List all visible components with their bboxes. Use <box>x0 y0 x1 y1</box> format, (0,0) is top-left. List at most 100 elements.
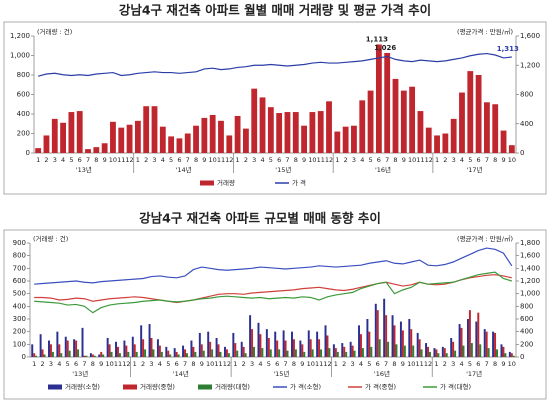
x-tick-label: 2 <box>342 360 346 368</box>
chart-frame <box>3 21 547 195</box>
x-tick-label: 4 <box>360 156 364 164</box>
bar <box>93 147 100 153</box>
y-tick-label: 0 <box>22 353 26 361</box>
x-tick-label: 3 <box>49 360 53 368</box>
bar <box>433 348 436 357</box>
bar <box>351 345 354 357</box>
bar <box>176 138 183 153</box>
x-tick-label: 5 <box>66 360 70 368</box>
bar <box>358 325 361 357</box>
bar <box>500 344 503 357</box>
x-group-label: '14년 <box>173 369 189 378</box>
y-tick-label: 300 <box>13 315 26 323</box>
bar <box>485 331 488 357</box>
bar <box>118 127 125 153</box>
bar <box>243 128 249 153</box>
bar <box>420 349 423 357</box>
bar <box>510 353 513 357</box>
x-tick-label: 4 <box>260 156 264 164</box>
data-label: 1,313 <box>497 45 519 53</box>
x-tick-label: 8 <box>493 156 497 164</box>
bar <box>341 343 344 357</box>
bar <box>200 344 203 357</box>
x-tick-label: 9 <box>200 360 204 368</box>
bar <box>318 339 321 357</box>
x-tick-label: 1 <box>133 360 137 368</box>
bar <box>269 349 272 357</box>
bar <box>182 345 185 357</box>
x-tick-label: 7 <box>82 360 86 368</box>
bar <box>68 112 75 153</box>
x-tick-label: 11 <box>416 156 424 164</box>
y-tick-label: 1,200 <box>10 32 30 40</box>
bar <box>459 92 465 153</box>
bar <box>117 346 119 357</box>
y2-tick-label: 400 <box>520 328 533 336</box>
x-tick-label: 3 <box>452 156 456 164</box>
bar <box>484 102 490 153</box>
bar <box>399 321 402 357</box>
bar <box>60 122 66 153</box>
x-tick-label: 4 <box>459 360 463 368</box>
bar <box>259 97 266 153</box>
y-tick-label: 700 <box>13 264 26 272</box>
bar <box>76 111 83 153</box>
bar <box>175 351 178 357</box>
bar <box>209 114 216 153</box>
x-tick-label: 12 <box>122 360 130 368</box>
bar <box>91 354 94 357</box>
bar <box>328 348 331 357</box>
bar <box>282 330 285 357</box>
bar <box>158 345 161 357</box>
x-tick-label: 8 <box>194 156 198 164</box>
bar <box>131 336 134 357</box>
x-tick-label: 8 <box>94 156 98 164</box>
y2-tick-label: 1,000 <box>520 290 540 298</box>
bar <box>251 329 254 357</box>
x-tick-label: 6 <box>177 156 181 164</box>
y-tick-label: 100 <box>13 340 26 348</box>
y-tick-label: 200 <box>17 130 30 138</box>
x-tick-label: 10 <box>307 360 315 368</box>
bar <box>152 349 155 357</box>
x-tick-label: 6 <box>175 360 179 368</box>
bar <box>392 78 399 153</box>
x-tick-label: 11 <box>415 360 423 368</box>
bar <box>190 340 193 357</box>
bar <box>244 353 247 357</box>
bar <box>276 113 283 153</box>
x-tick-label: 5 <box>367 360 371 368</box>
bar <box>98 354 101 357</box>
x-tick-label: 6 <box>275 360 279 368</box>
y2-tick-label: 1,400 <box>520 264 540 272</box>
x-tick-label: 3 <box>250 360 254 368</box>
bar <box>159 126 166 153</box>
legend-label: 거래량(중형) <box>140 382 175 391</box>
y2-tick-label: 800 <box>520 302 533 310</box>
bar <box>118 353 121 357</box>
bar <box>336 351 339 357</box>
bar <box>60 353 63 357</box>
x-tick-label: 8 <box>493 360 497 368</box>
bar <box>375 44 382 153</box>
bar <box>151 106 158 153</box>
bar <box>360 334 362 357</box>
x-tick-label: 1 <box>236 156 240 164</box>
y-tick-label: 900 <box>13 239 26 247</box>
bar <box>307 330 310 357</box>
x-tick-label: 8 <box>91 360 95 368</box>
x-tick-label: 10 <box>408 156 416 164</box>
y2-tick-label: 1,200 <box>520 277 540 285</box>
bar <box>259 334 262 357</box>
bar <box>395 344 398 357</box>
bar <box>184 133 191 153</box>
bar <box>267 107 274 153</box>
x-tick-label: 10 <box>508 360 516 368</box>
bar <box>48 340 50 357</box>
x-tick-label: 4 <box>158 360 162 368</box>
bar <box>77 349 80 357</box>
x-tick-label: 1 <box>334 360 338 368</box>
bar <box>43 354 46 357</box>
bar <box>508 145 515 153</box>
